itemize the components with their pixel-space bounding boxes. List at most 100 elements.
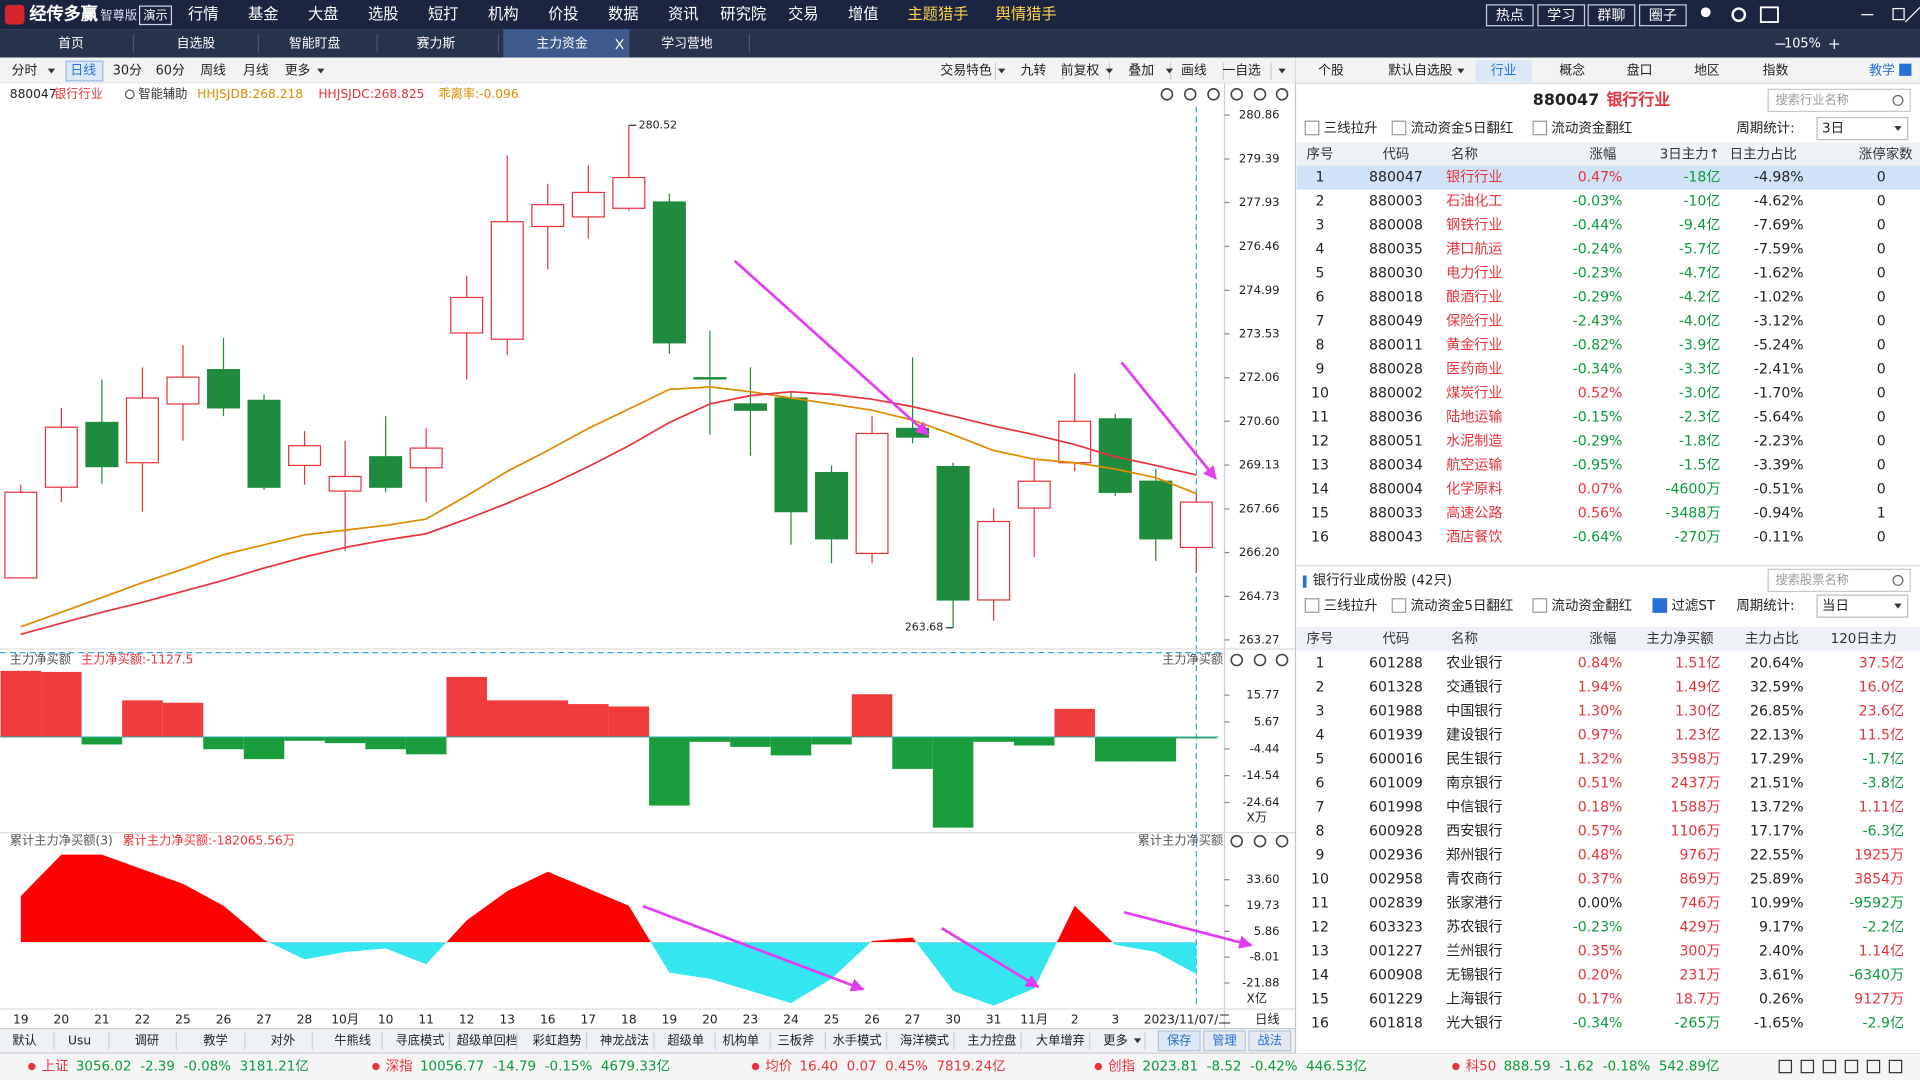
table-cell[interactable]: 0	[1877, 242, 1886, 258]
table-cell[interactable]: 9	[1316, 848, 1325, 864]
table-cell[interactable]: 钢铁行业	[1446, 218, 1502, 234]
table-cell[interactable]: 农业银行	[1446, 656, 1502, 672]
table-cell[interactable]: -4.7亿	[1679, 266, 1721, 282]
top-button-label[interactable]: 圈子	[1649, 8, 1677, 24]
period-value[interactable]: 3日	[1822, 122, 1844, 137]
side-tab[interactable]: 盘口	[1627, 63, 1653, 79]
table-cell[interactable]: 2.40%	[1759, 944, 1804, 960]
table-cell[interactable]: 880002	[1369, 386, 1423, 402]
table-cell[interactable]: 22.55%	[1750, 848, 1804, 864]
table-cell[interactable]: 3598万	[1671, 752, 1721, 768]
side-tab[interactable]: 默认自选股	[1388, 63, 1452, 79]
table-cell[interactable]: 3854万	[1854, 872, 1904, 888]
table-cell[interactable]: 兰州银行	[1446, 944, 1502, 960]
strategy-tab[interactable]: Usu	[68, 1033, 91, 1047]
table-cell[interactable]: 002936	[1369, 848, 1423, 864]
table-cell[interactable]: -1.7亿	[1863, 752, 1905, 768]
table-cell[interactable]: 21.51%	[1750, 776, 1804, 792]
table-cell[interactable]: 0	[1877, 386, 1886, 402]
table-cell[interactable]: 11	[1311, 410, 1329, 426]
table-cell[interactable]: 1	[1877, 506, 1886, 522]
table-cell[interactable]: 880011	[1369, 338, 1423, 354]
table-cell[interactable]: -1.62%	[1754, 266, 1804, 282]
table-cell[interactable]: -4.0亿	[1679, 314, 1721, 330]
table-cell[interactable]: 13.72%	[1750, 800, 1804, 816]
table-cell[interactable]: 9127万	[1854, 992, 1904, 1008]
table-cell[interactable]: 民生银行	[1446, 752, 1502, 768]
strategy-tab[interactable]: 水手模式	[833, 1033, 882, 1047]
table-cell[interactable]: 8	[1316, 338, 1325, 354]
table-cell[interactable]: -3.8亿	[1863, 776, 1905, 792]
table-cell[interactable]: -0.23%	[1573, 920, 1623, 936]
table-cell[interactable]: 601988	[1369, 704, 1423, 720]
table-cell[interactable]: 1.49亿	[1675, 680, 1720, 696]
table-cell[interactable]: 601328	[1369, 680, 1423, 696]
table-cell[interactable]: 无锡银行	[1446, 968, 1502, 984]
table-cell[interactable]: 10.99%	[1750, 896, 1804, 912]
table-cell[interactable]: 0.18%	[1578, 800, 1623, 816]
table-cell[interactable]: -5.24%	[1754, 338, 1804, 354]
action-label[interactable]: 管理	[1212, 1032, 1236, 1047]
table-cell[interactable]: 0.97%	[1578, 728, 1623, 744]
table-cell[interactable]: -0.03%	[1573, 194, 1623, 210]
table-cell[interactable]: 2	[1316, 194, 1325, 210]
table-cell[interactable]: 水泥制造	[1446, 434, 1502, 450]
table-cell[interactable]: 002839	[1369, 896, 1423, 912]
menu-item[interactable]: 研究院	[720, 5, 766, 23]
table-cell[interactable]: 880036	[1369, 410, 1423, 426]
table-cell[interactable]: 5	[1316, 266, 1325, 282]
menu-item[interactable]: 主题猎手	[907, 5, 968, 23]
table-cell[interactable]: -0.95%	[1573, 458, 1623, 474]
side-tab[interactable]: 指数	[1763, 64, 1789, 79]
table-cell[interactable]: 869万	[1679, 872, 1720, 888]
table-cell[interactable]: -3.39%	[1754, 458, 1804, 474]
tab[interactable]: 智能盯盘	[289, 36, 341, 52]
table-cell[interactable]: 酒店餐饮	[1446, 530, 1502, 546]
table-cell[interactable]: 10	[1311, 872, 1329, 888]
table-cell[interactable]: 13	[1311, 458, 1329, 474]
table-cell[interactable]: 9	[1316, 362, 1325, 378]
menu-item[interactable]: 价投	[548, 5, 579, 23]
top-button-label[interactable]: 热点	[1496, 8, 1524, 24]
table-cell[interactable]: 880008	[1369, 218, 1423, 234]
menu-item[interactable]: 基金	[248, 5, 279, 23]
table-cell[interactable]: 4	[1316, 728, 1325, 744]
table-cell[interactable]: 880030	[1369, 266, 1423, 282]
table-cell[interactable]: -1.8亿	[1679, 434, 1721, 450]
table-cell[interactable]: -3.3亿	[1679, 362, 1721, 378]
table-cell[interactable]: 11	[1311, 896, 1329, 912]
table-cell[interactable]: 郑州银行	[1446, 848, 1502, 864]
table-cell[interactable]: 20.64%	[1750, 656, 1804, 672]
table-cell[interactable]: 0.48%	[1578, 848, 1623, 864]
table-cell[interactable]: -4600万	[1665, 482, 1720, 498]
top-button-label[interactable]: 群聊	[1597, 8, 1625, 24]
period-button[interactable]: 周线	[200, 64, 226, 79]
table-cell[interactable]: 16	[1311, 530, 1329, 546]
table-cell[interactable]: 6	[1316, 776, 1325, 792]
table-cell[interactable]: 4	[1316, 242, 1325, 258]
tool-button[interactable]: 画线	[1181, 64, 1207, 79]
table-cell[interactable]: -0.82%	[1573, 338, 1623, 354]
table-cell[interactable]: 601939	[1369, 728, 1423, 744]
table-cell[interactable]: 1.11亿	[1859, 800, 1904, 816]
table-cell[interactable]: 0.37%	[1578, 872, 1623, 888]
table-cell[interactable]: 976万	[1679, 848, 1720, 864]
table-cell[interactable]: 8	[1316, 824, 1325, 840]
table-cell[interactable]: 14	[1311, 482, 1329, 498]
strategy-tab[interactable]: 大单增弃	[1036, 1032, 1085, 1047]
table-cell[interactable]: 1106万	[1671, 824, 1721, 840]
table-cell[interactable]: -1.5亿	[1679, 458, 1721, 474]
period-button[interactable]: 更多	[285, 64, 311, 79]
table-cell[interactable]: 13	[1311, 944, 1329, 960]
table-cell[interactable]: -0.94%	[1754, 506, 1804, 522]
table-cell[interactable]: 7	[1316, 314, 1325, 330]
table-cell[interactable]: -0.11%	[1754, 530, 1804, 546]
strategy-tab[interactable]: 彩虹趋势	[533, 1033, 582, 1047]
menu-item[interactable]: 选股	[368, 5, 399, 23]
table-cell[interactable]: 黄金行业	[1446, 337, 1502, 354]
table-cell[interactable]: 600908	[1369, 968, 1423, 984]
table-cell[interactable]: -2.23%	[1754, 434, 1804, 450]
table-cell[interactable]: 2437万	[1671, 776, 1721, 792]
table-cell[interactable]: 0	[1877, 290, 1886, 306]
table-cell[interactable]: -1.02%	[1754, 290, 1804, 306]
